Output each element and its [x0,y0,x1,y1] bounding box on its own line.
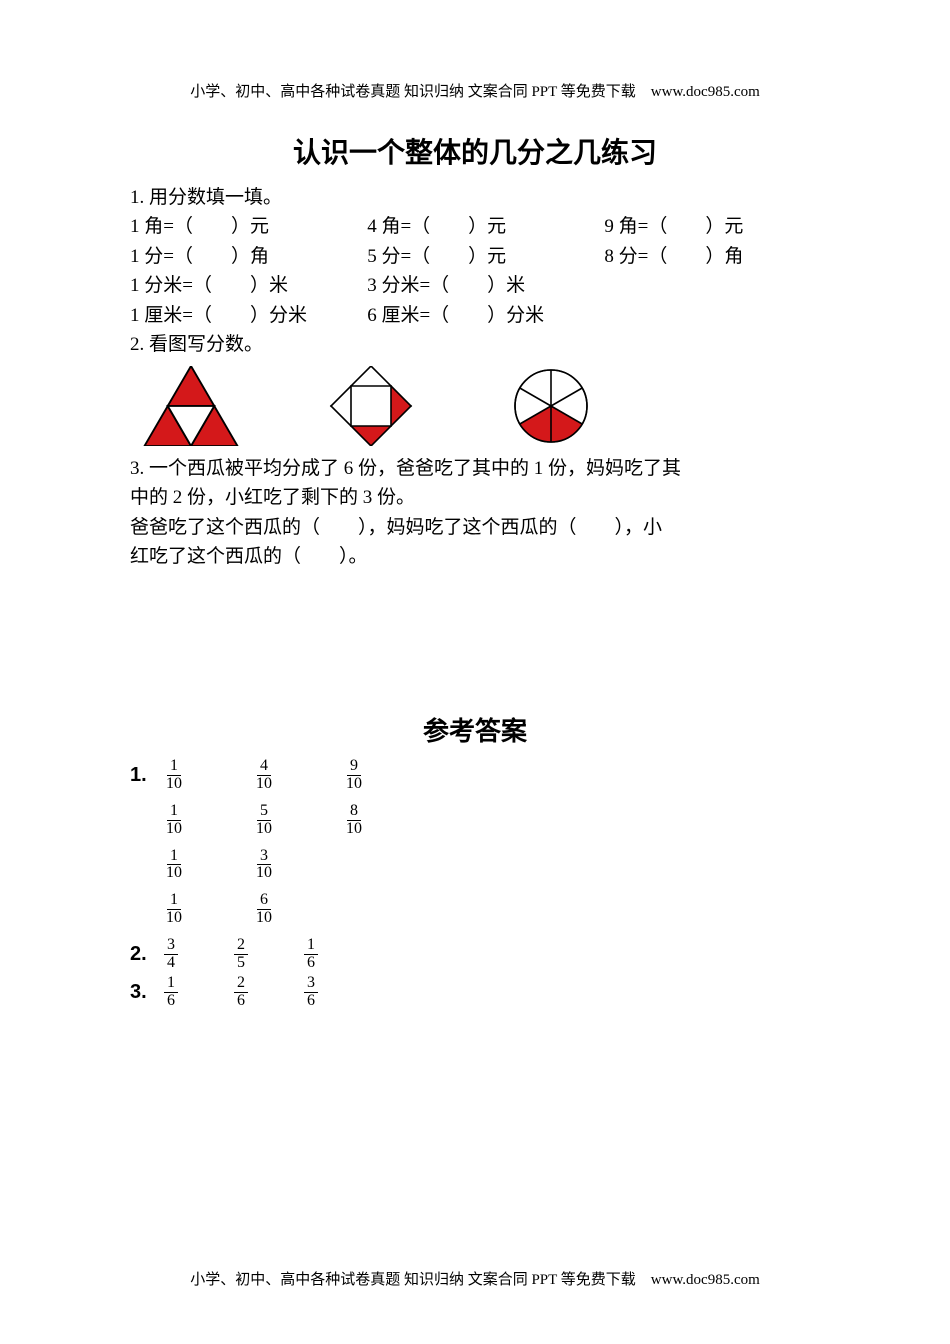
q1-cell: 1 厘米=（ ）分米 [130,301,367,330]
fraction: 16 [164,975,178,1010]
fraction: 410 [254,758,274,793]
q3-line: 爸爸吃了这个西瓜的（ ），妈妈吃了这个西瓜的（ ），小 [130,513,820,542]
answer-label: 3. [130,981,164,1004]
q1-cell: 9 角=（ ）元 [604,212,820,241]
q2-figures [136,366,820,446]
q3-line: 3. 一个西瓜被平均分成了 6 份，爸爸吃了其中的 1 份，妈妈吃了其 [130,454,820,483]
q1-grid: 1 角=（ ）元 4 角=（ ）元 9 角=（ ）元 1 分=（ ）角 5 分=… [130,212,820,330]
q1-cell: 1 角=（ ）元 [130,212,367,241]
fraction: 110 [164,848,184,883]
page-header: 小学、初中、高中各种试卷真题 知识归纳 文案合同 PPT 等免费下载 www.d… [130,80,820,101]
figure-triangle [136,366,246,446]
q1-cell: 6 厘米=（ ）分米 [367,301,604,330]
fraction: 610 [254,892,274,927]
q2-heading: 2. 看图写分数。 [130,330,820,359]
q1-cell [604,301,820,330]
answer-label: 2. [130,943,164,966]
answers-title: 参考答案 [130,711,820,748]
fraction: 26 [234,975,248,1010]
figure-diamond [316,366,426,446]
worksheet-title: 认识一个整体的几分之几练习 [130,131,820,171]
figure-circle [496,366,606,446]
q1-cell: 8 分=（ ）角 [604,242,820,271]
answer-row: 110 310 [130,848,820,883]
fraction: 910 [344,758,364,793]
answer-row: 2. 34 25 16 [130,937,820,972]
q1-cell: 3 分米=（ ）米 [367,271,604,300]
answer-row: 3. 16 26 36 [130,975,820,1010]
answer-label: 1. [130,764,164,787]
fraction: 810 [344,803,364,838]
fraction: 110 [164,892,184,927]
fraction: 510 [254,803,274,838]
fraction: 25 [234,937,248,972]
fraction: 110 [164,803,184,838]
answer-row: 1. 110 410 910 [130,758,820,793]
answer-row: 110 610 [130,892,820,927]
q1-cell: 1 分米=（ ）米 [130,271,367,300]
q1-cell [604,271,820,300]
fraction: 16 [304,937,318,972]
q1-cell: 1 分=（ ）角 [130,242,367,271]
q3-line: 中的 2 份，小红吃了剩下的 3 份。 [130,483,820,512]
page-footer: 小学、初中、高中各种试卷真题 知识归纳 文案合同 PPT 等免费下载 www.d… [0,1268,950,1289]
q3-line: 红吃了这个西瓜的（ ）。 [130,542,820,571]
q1-heading: 1. 用分数填一填。 [130,183,820,212]
fraction: 34 [164,937,178,972]
q1-cell: 5 分=（ ）元 [367,242,604,271]
q1-cell: 4 角=（ ）元 [367,212,604,241]
answer-row: 110 510 810 [130,803,820,838]
fraction: 36 [304,975,318,1010]
fraction: 110 [164,758,184,793]
answers-block: 1. 110 410 910 110 510 810 110 310 110 6… [130,758,820,1010]
fraction: 310 [254,848,274,883]
